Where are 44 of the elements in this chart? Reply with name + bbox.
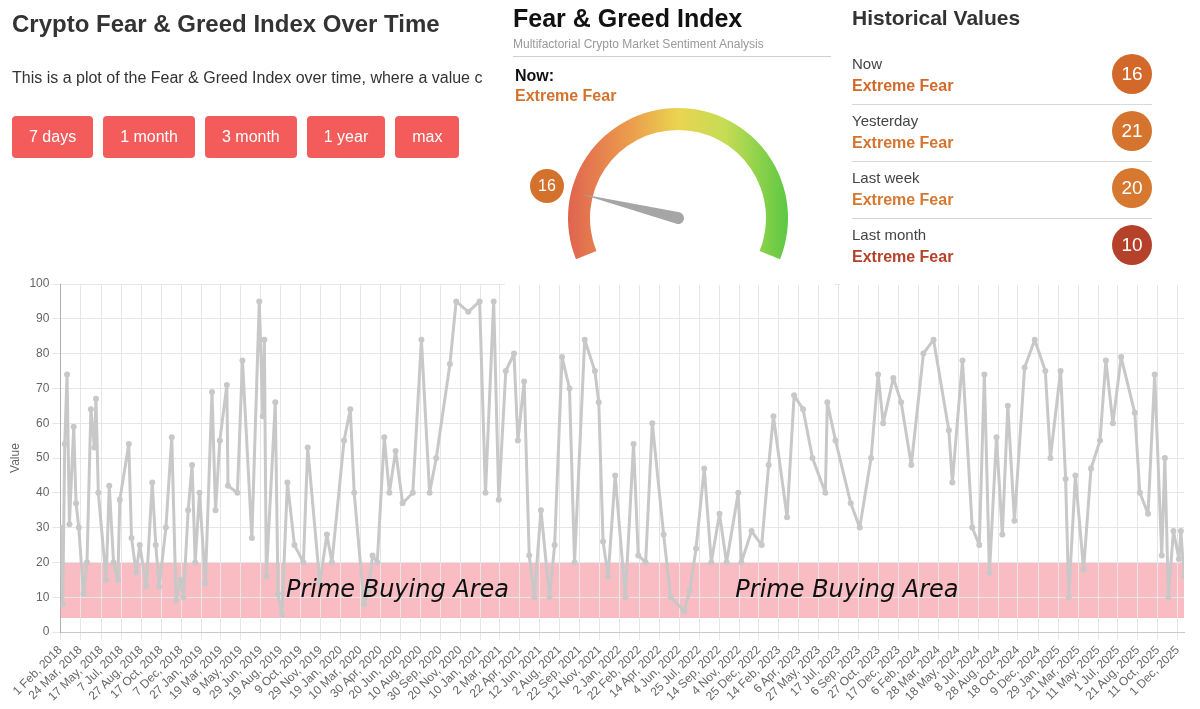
text: Multifactorial Crypto Market Sentiment Analysis	[513, 37, 831, 57]
annotation: Prime Buying Area	[285, 574, 510, 603]
y-tick-label: 50	[36, 450, 50, 465]
y-tick-label: 20	[36, 554, 50, 569]
y-tick-label: 60	[36, 415, 50, 430]
number-badge: 21	[1112, 111, 1152, 151]
y-tick-label: 40	[36, 485, 50, 500]
category-label: Last week	[852, 169, 920, 186]
number-badge: 16	[529, 168, 564, 203]
y-tick-label: 90	[36, 311, 50, 326]
text: Extreme Fear	[852, 134, 954, 152]
y-tick-label: 30	[36, 519, 50, 534]
data-label: 21	[1121, 120, 1143, 142]
chart-subtitle: This is a plot of the Fear & Greed Index over time, where a value c	[12, 68, 484, 88]
data-label: 16	[538, 176, 556, 195]
y-tick-label: 80	[36, 345, 50, 360]
button[interactable]: 1 month	[103, 116, 195, 158]
text: Extreme Fear	[852, 191, 954, 209]
y-tick-label: 10	[36, 589, 50, 604]
button[interactable]: max	[395, 116, 460, 158]
chart-title: Crypto Fear & Greed Index Over Time	[12, 10, 440, 38]
category-label: Last month	[852, 226, 927, 243]
text: Fear & Greed Index	[513, 4, 743, 33]
y-axis-title: Value	[7, 442, 22, 473]
annotation: Prime Buying Area	[735, 574, 959, 603]
category-label: Yesterday	[852, 112, 919, 129]
button[interactable]: 7 days	[12, 116, 94, 158]
data-label: 16	[1121, 63, 1143, 85]
text: Extreme Fear	[852, 77, 954, 95]
y-tick-label: 0	[42, 624, 50, 639]
y-tick-label: 70	[36, 380, 50, 395]
text: Historical Values	[852, 6, 1021, 30]
category-label: Now	[852, 55, 883, 72]
text: Extreme Fear	[515, 87, 617, 105]
text: Now:	[515, 67, 555, 85]
data-label: 20	[1121, 177, 1143, 199]
data-label: 10	[1121, 234, 1143, 256]
number-badge: 20	[1112, 168, 1152, 208]
text: Extreme Fear	[852, 248, 954, 266]
button[interactable]: 1 year	[306, 116, 386, 158]
number-badge: 16	[1112, 54, 1152, 94]
button[interactable]: 3 month	[204, 116, 297, 158]
number-badge: 10	[1112, 225, 1152, 265]
y-tick-label: 100	[29, 276, 50, 291]
